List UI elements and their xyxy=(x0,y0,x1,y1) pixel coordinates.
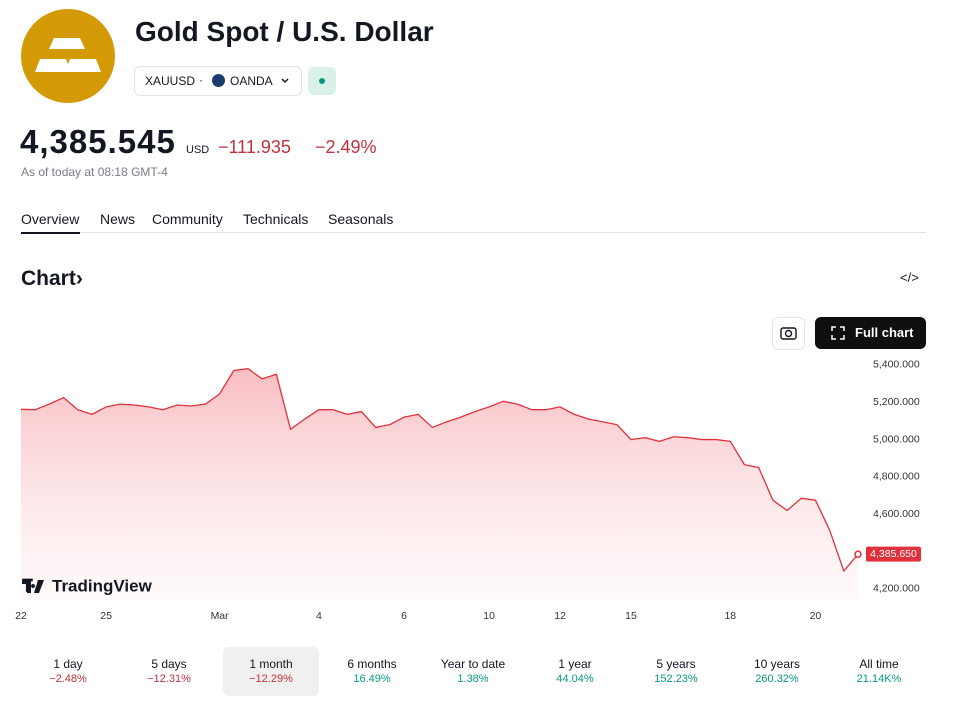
period-button[interactable]: Year to date 1.38% xyxy=(425,647,521,696)
x-tick-label: 22 xyxy=(15,610,27,622)
status-badge xyxy=(308,67,336,95)
last-point xyxy=(854,550,862,558)
chevron xyxy=(281,78,289,84)
period-label: 1 month xyxy=(249,657,293,671)
period-change: 21.14K% xyxy=(856,673,902,685)
period-button[interactable]: 5 years 152.23% xyxy=(628,647,724,696)
x-tick-label: 25 xyxy=(100,610,112,622)
x-tick-label: 6 xyxy=(401,610,407,622)
period-change: −2.48% xyxy=(49,673,87,685)
symbol-badge[interactable]: XAUUSD · OANDA xyxy=(134,66,302,96)
period-button[interactable]: 1 year 44.04% xyxy=(527,647,623,696)
y-tick-label: 5,200.000 xyxy=(873,396,920,408)
x-tick-label: 12 xyxy=(554,610,566,622)
section-title-text: Chart xyxy=(21,267,76,290)
price: 4,385.545 xyxy=(20,123,176,160)
embed-icon[interactable]: </> xyxy=(900,270,919,285)
period-label: 1 day xyxy=(53,657,83,671)
period-label: 1 year xyxy=(558,657,592,671)
area-fill xyxy=(21,368,858,600)
period-button[interactable]: All time 21.14K% xyxy=(831,647,927,696)
period-label: 5 days xyxy=(151,657,187,671)
x-tick-label: 10 xyxy=(483,610,495,622)
period-change: 152.23% xyxy=(654,673,698,685)
brand-logo xyxy=(22,580,44,593)
change: −111.935 xyxy=(218,137,291,157)
period-change: 16.49% xyxy=(353,673,391,685)
chevron: › xyxy=(75,267,83,290)
exchange: OANDA xyxy=(230,74,273,88)
camera-icon xyxy=(780,327,797,340)
period-label: 10 years xyxy=(753,657,801,671)
tab[interactable]: Overview xyxy=(21,211,80,227)
period-label: All time xyxy=(859,657,899,671)
last-price-box xyxy=(866,546,921,562)
snapshot-button[interactable] xyxy=(772,317,805,350)
period-label: 6 months xyxy=(347,657,397,671)
change-percent: −2.49% xyxy=(315,137,377,157)
separator: · xyxy=(199,73,203,87)
x-tick-label: 18 xyxy=(724,610,736,622)
symbol: XAUUSD xyxy=(145,74,196,88)
tab[interactable]: News xyxy=(100,211,136,227)
tab[interactable]: Community xyxy=(152,211,223,227)
period-button[interactable]: 5 days −12.31% xyxy=(121,647,217,696)
title: Gold Spot / U.S. Dollar xyxy=(135,16,434,47)
x-tick-label: 20 xyxy=(810,610,822,622)
x-tick-label: Mar xyxy=(211,610,230,622)
currency: USD xyxy=(186,144,210,156)
x-tick-label: 4 xyxy=(316,610,322,622)
tab[interactable]: Technicals xyxy=(243,211,309,227)
period-change: −12.31% xyxy=(147,673,191,685)
period-change: 44.04% xyxy=(556,673,594,685)
period-button[interactable]: 10 years 260.32% xyxy=(729,647,825,696)
y-tick-label: 5,000.000 xyxy=(873,433,920,445)
timestamp: As of today at 08:18 GMT-4 xyxy=(21,165,168,179)
section-title[interactable]: Chart› xyxy=(21,267,83,291)
period-label: 5 years xyxy=(656,657,696,671)
period-change: 1.38% xyxy=(457,673,489,685)
tab[interactable]: Seasonals xyxy=(328,211,394,227)
full-chart-label: Full chart xyxy=(855,325,914,340)
fullscreen-icon xyxy=(831,326,845,340)
period-button[interactable]: 1 day −2.48% xyxy=(20,647,116,696)
period-button[interactable]: 1 month −12.29% xyxy=(223,647,319,696)
tabs-divider xyxy=(21,232,926,233)
logo-icon xyxy=(35,38,101,72)
logo xyxy=(21,9,115,103)
y-tick-label: 5,400.000 xyxy=(873,359,920,371)
y-tick-label: 4,600.000 xyxy=(873,508,920,520)
last-price-label: 4,385.650 xyxy=(870,548,917,560)
brand: TradingView xyxy=(52,576,153,595)
period-change: −12.29% xyxy=(249,673,293,685)
period-change: 260.32% xyxy=(755,673,799,685)
y-tick-label: 4,200.000 xyxy=(873,583,920,595)
tab-underline xyxy=(21,232,80,234)
price-line xyxy=(20,368,859,572)
exchange-icon xyxy=(212,74,225,87)
period-button[interactable]: 6 months 16.49% xyxy=(324,647,420,696)
full-chart-button[interactable]: Full chart xyxy=(815,317,926,349)
period-label: Year to date xyxy=(440,657,506,671)
y-tick-label: 4,800.000 xyxy=(873,471,920,483)
x-tick-label: 15 xyxy=(625,610,637,622)
status-dot xyxy=(319,78,325,84)
